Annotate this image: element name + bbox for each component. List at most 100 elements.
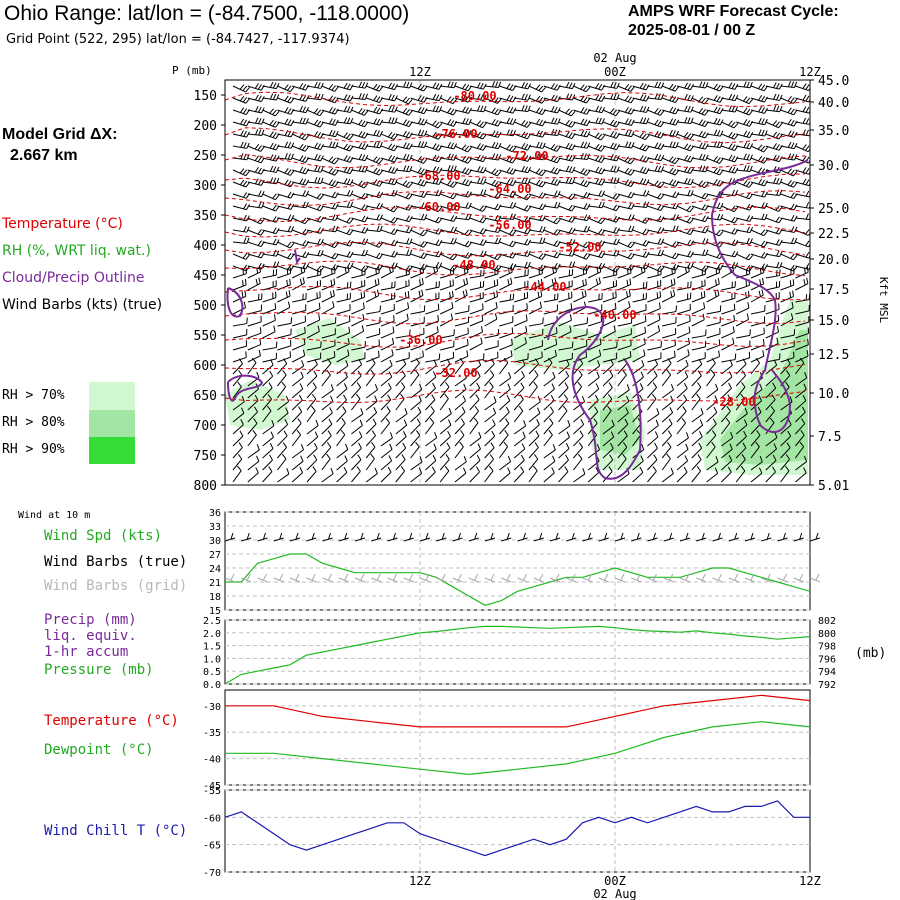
wind-barb — [765, 82, 783, 90]
wind-barb — [765, 189, 783, 196]
wind-barb-flag — [597, 144, 603, 151]
wind-barb-flag — [328, 156, 334, 162]
wind-barb — [292, 178, 310, 186]
wind-barb-flag — [511, 146, 517, 153]
wind-barb — [780, 96, 798, 104]
wind-barb — [736, 237, 753, 245]
wind-barb — [617, 430, 628, 447]
wind-barb-flag — [269, 81, 274, 88]
wind-barb-flag — [490, 442, 495, 449]
wind-barb — [365, 156, 384, 165]
wind-barb-flag — [453, 81, 457, 88]
wind-barb — [366, 305, 382, 315]
wind-barb-shaft — [513, 342, 527, 351]
wind-barb-shaft — [395, 335, 410, 339]
wind-barb-flag — [551, 278, 554, 285]
wind-barb-flag — [316, 204, 322, 211]
wind-barb-shaft — [647, 157, 662, 162]
wind-barb-flag — [598, 83, 603, 90]
wind-barb-flag — [504, 429, 509, 436]
wind-barb — [736, 107, 754, 116]
wind-barb-shaft — [291, 365, 304, 375]
wind-barb-shaft — [395, 470, 405, 483]
wind-barb — [587, 277, 601, 291]
wind-barb-flag — [521, 154, 526, 161]
wind-barb-flag — [387, 466, 392, 473]
wind-barb-shaft — [602, 229, 617, 234]
wind-barb-flag — [302, 240, 307, 246]
wind-barb — [380, 371, 393, 387]
wind-barb-flag — [565, 177, 570, 184]
wind-barb — [232, 264, 251, 272]
wind-barb-flag — [503, 441, 509, 447]
wind-barb — [499, 83, 517, 92]
wind-barb — [366, 339, 380, 351]
wind-barb — [336, 155, 354, 163]
wind-barb — [765, 205, 783, 212]
wind-barb-shaft — [647, 109, 661, 116]
wind-barb-shaft — [262, 193, 276, 201]
wind-barb-flag — [776, 94, 780, 101]
wind-barb — [306, 268, 322, 279]
wind-barb-flag — [757, 144, 763, 150]
wind-barb — [750, 129, 768, 137]
wind-barb-shaft — [721, 286, 736, 291]
wind-barb-flag — [491, 107, 496, 113]
wind-barb-flag — [505, 406, 510, 413]
wind-barb-flag — [287, 169, 292, 175]
wind-barb-flag — [388, 154, 393, 161]
wind-barb — [306, 131, 325, 139]
wind-barb-flag — [596, 443, 600, 450]
wind-barb-flag — [776, 178, 780, 184]
wind-barb-flag — [272, 93, 277, 100]
wind-barb-shaft — [351, 253, 366, 257]
wind-barb-flag — [438, 240, 443, 246]
wind-barb-flag — [386, 406, 391, 412]
wind-barb-flag — [549, 418, 554, 424]
wind-barb — [617, 328, 632, 339]
wind-barb-flag — [655, 419, 659, 426]
wind-barb — [588, 105, 606, 114]
wind-barb-shaft — [439, 436, 451, 447]
wind-barb-flag — [437, 206, 443, 213]
wind-barb — [499, 371, 512, 387]
wind-barb-flag — [409, 165, 413, 172]
wind-barb-flag — [326, 369, 331, 376]
wind-barb-shaft — [306, 205, 321, 212]
wind-barb — [499, 304, 514, 315]
wind-barb-flag — [687, 349, 690, 356]
wind-barb-shaft — [513, 425, 526, 435]
wind-barb — [558, 341, 574, 351]
wind-barb-flag — [627, 191, 632, 198]
wind-barb-flag — [358, 153, 363, 160]
wind-barb-flag — [302, 83, 307, 90]
wind-barb-flag — [685, 359, 689, 366]
wind-barb-shaft — [395, 193, 410, 200]
wind-barb — [528, 419, 540, 435]
wind-barb-shaft — [277, 345, 291, 351]
wind-barb — [602, 108, 620, 117]
wind-barb-shaft — [602, 319, 616, 327]
wind-barb-shaft — [543, 344, 557, 351]
wind-barb-flag — [434, 121, 440, 127]
wind-barb — [499, 406, 510, 423]
wind-barb-shaft — [395, 205, 410, 211]
wind-barb — [292, 190, 309, 197]
wind-barb-flag — [697, 370, 702, 377]
wind-barb-shaft — [602, 285, 617, 291]
wind-barb-shaft — [543, 355, 557, 363]
wind-barb-flag — [478, 431, 482, 438]
wind-barb — [528, 407, 541, 423]
wind-barb-flag — [642, 144, 647, 151]
wind-barb-shaft — [736, 241, 751, 245]
wind-barb-flag — [361, 204, 366, 210]
wind-barb-shaft — [425, 448, 437, 459]
wind-barb — [647, 431, 659, 447]
wind-barb — [484, 442, 495, 459]
wind-barbs-grid-label: Wind Barbs (grid) — [44, 578, 188, 594]
wind-barb-flag — [438, 189, 443, 196]
wind-barb — [380, 406, 391, 423]
wind-barb-flag — [541, 86, 546, 93]
wind-barb-flag — [624, 418, 629, 425]
wind-barb-flag — [790, 180, 795, 187]
